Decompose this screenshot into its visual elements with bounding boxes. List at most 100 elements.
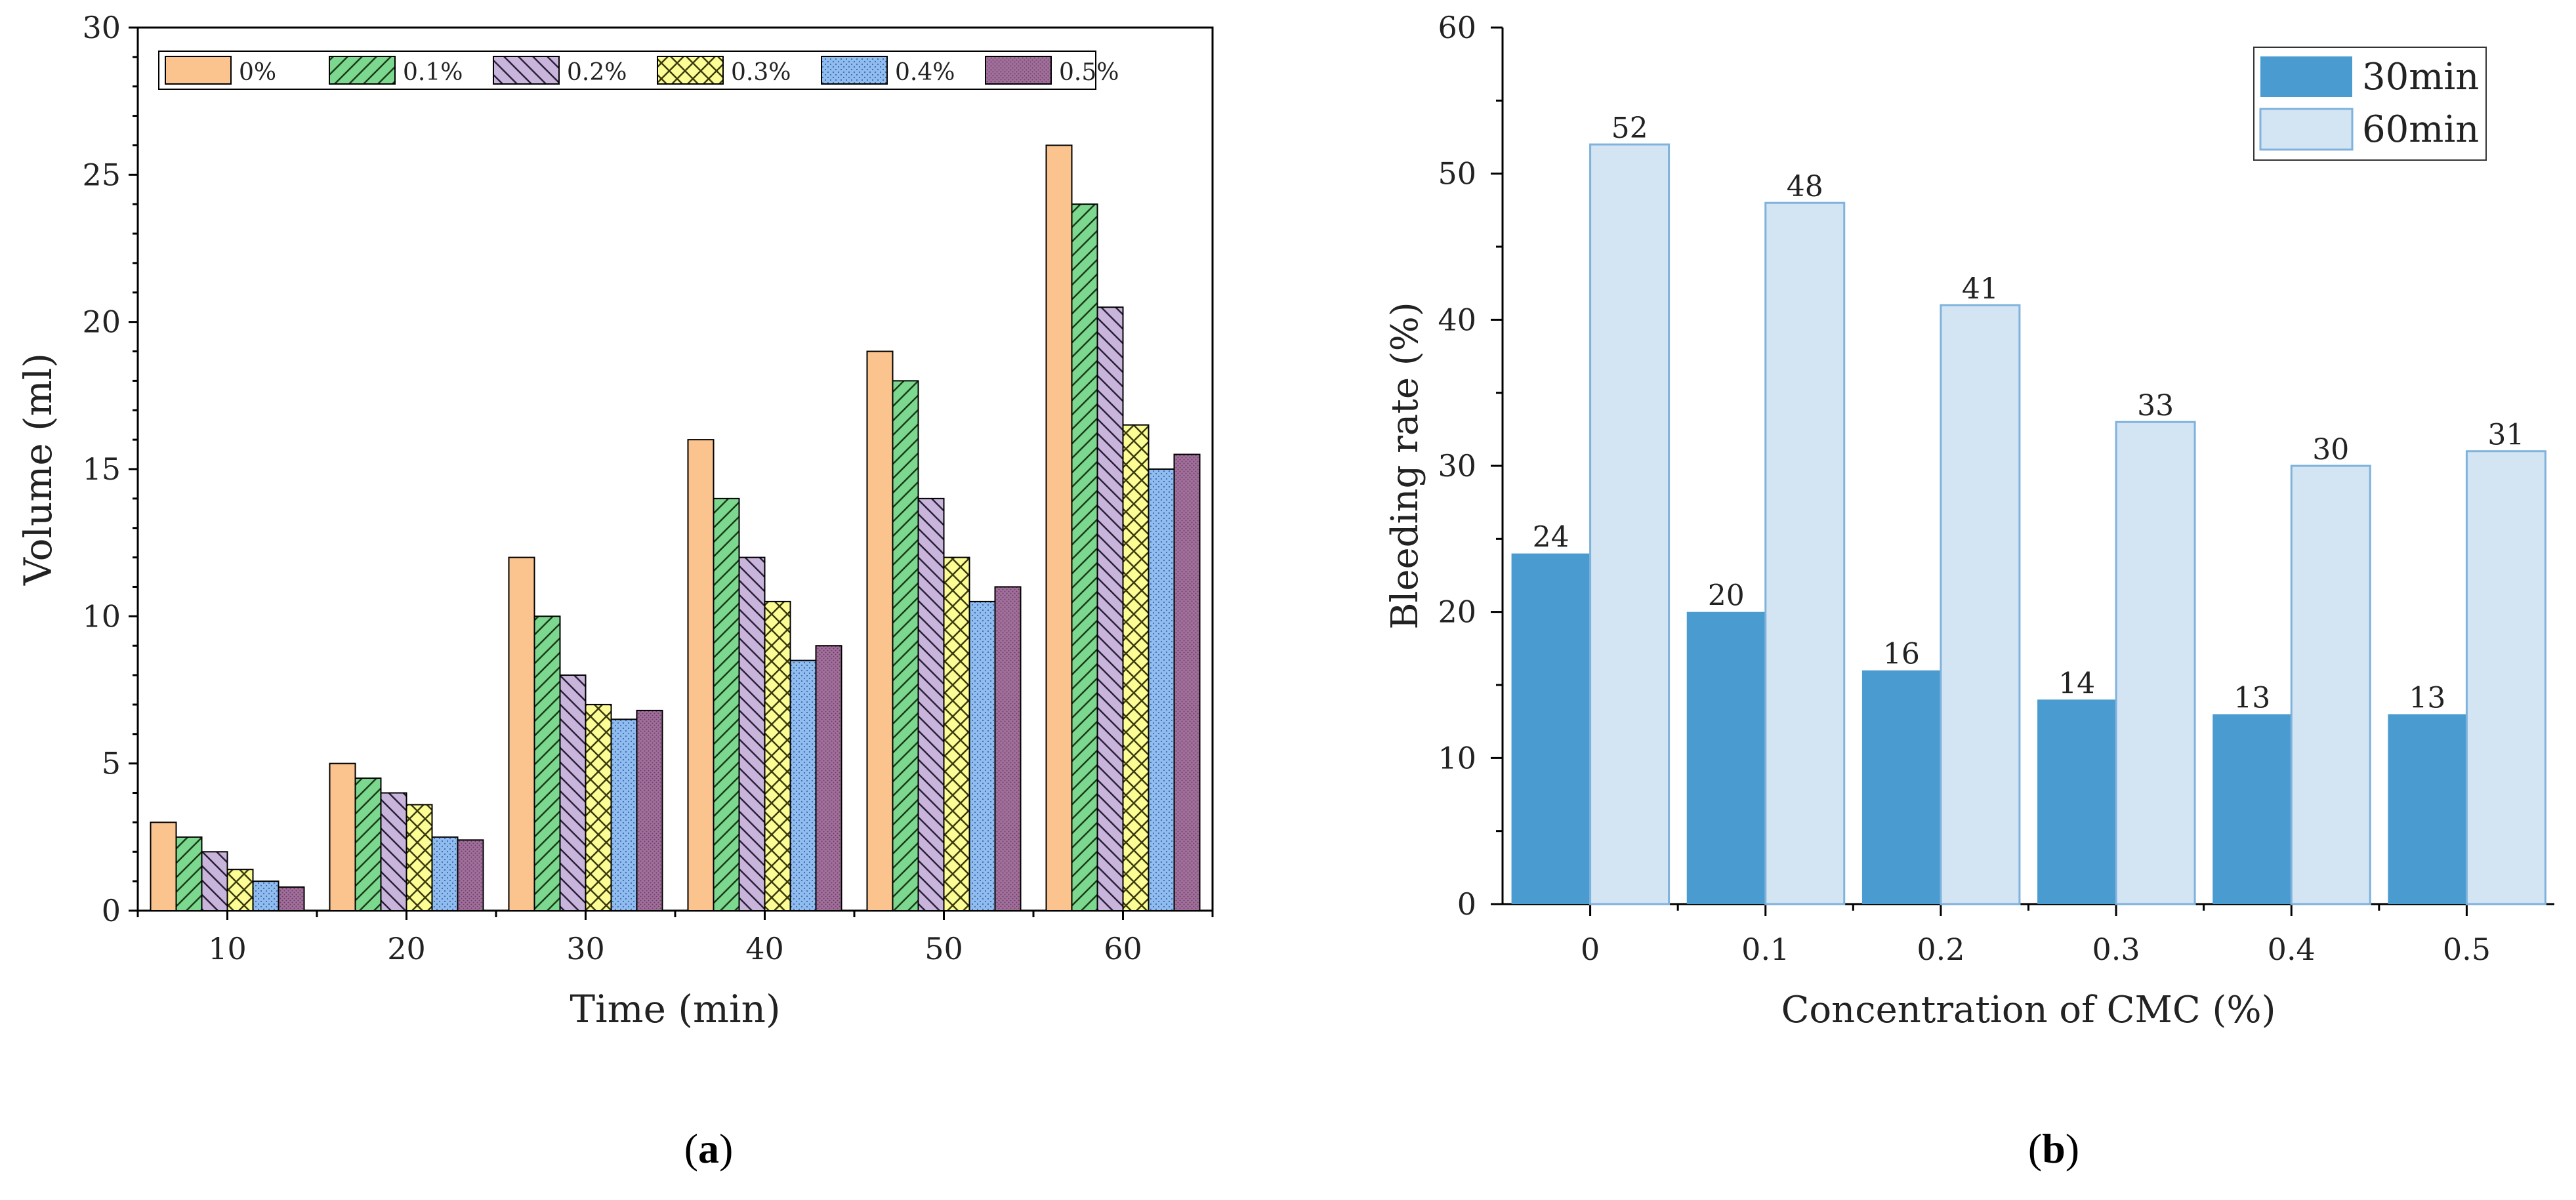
y-tick-label-b: 50 (1438, 156, 1476, 192)
bar-a (1045, 144, 1073, 911)
legend-label-b: 60min (2362, 108, 2479, 151)
bar-a (201, 851, 228, 912)
bar-a (1122, 424, 1150, 911)
x-axis-label-a: Time (min) (570, 987, 780, 1031)
bar-value-label-b: 13 (2409, 682, 2445, 715)
bar-a (994, 586, 1022, 911)
y-tick-label-b: 0 (1457, 886, 1476, 922)
bar-a (585, 703, 612, 912)
bar-value-label-b: 24 (1533, 521, 1569, 554)
bar-a (866, 350, 894, 911)
x-tick-label-a: 50 (924, 931, 963, 966)
legend-label-a: 0% (239, 59, 276, 86)
bar-a (892, 380, 919, 911)
bar-b (2465, 450, 2546, 905)
bar-b (1686, 611, 1766, 904)
legend-swatch-b (2260, 56, 2352, 97)
bar-value-label-b: 20 (1708, 579, 1745, 613)
legend-swatch-a (657, 56, 724, 85)
bar-a (508, 556, 535, 911)
x-tick-label-b: 0.2 (1917, 932, 1964, 967)
y-axis-label-b: Bleeding rate (%) (1384, 302, 1426, 629)
bar-a (1096, 306, 1124, 911)
bar-a (917, 497, 945, 911)
y-tick-label-b: 10 (1438, 740, 1476, 776)
panel-label-a: (a) (684, 1125, 734, 1172)
bar-a (1071, 203, 1098, 912)
bar-a (175, 836, 203, 912)
y-tick-label-a: 20 (82, 304, 121, 340)
bar-b (1511, 553, 1590, 904)
bar-value-label-b: 14 (2058, 667, 2095, 700)
bar-a (252, 880, 280, 911)
bar-a (559, 674, 587, 911)
y-tick-label-b: 40 (1438, 302, 1476, 337)
bar-a (533, 615, 561, 911)
bar-a (968, 600, 996, 912)
chart-a: 0 5 10 15 20 25 30 10 20 30 40 50 60 0% 0.1% 0.2% 0.3% 0.… (16, 10, 1214, 1031)
x-tick-label-b: 0.1 (1741, 932, 1789, 967)
x-tick-label-b: 0.3 (2092, 932, 2140, 967)
bar-a (636, 709, 663, 911)
x-tick-label-b: 0 (1581, 932, 1600, 967)
x-tick-label-a: 40 (745, 931, 784, 966)
bar-a (405, 804, 433, 911)
bar-a (764, 600, 791, 912)
x-tick-label-a: 20 (387, 931, 426, 966)
bar-a (354, 777, 382, 911)
legend-swatch-b (2259, 108, 2354, 151)
legend-swatch-a (821, 56, 888, 85)
bar-a (943, 556, 970, 911)
bar-a (1173, 453, 1201, 911)
bar-a (815, 645, 842, 911)
legend-swatch-a (165, 56, 232, 85)
bar-a (1148, 468, 1175, 911)
y-tick-label-a: 15 (82, 451, 121, 487)
bar-a (687, 439, 715, 911)
bar-a (278, 886, 305, 912)
legend-label-b: 30min (2362, 56, 2479, 98)
y-tick-label-b: 30 (1438, 448, 1476, 484)
bar-a (738, 556, 766, 911)
y-tick-label-b: 60 (1438, 10, 1476, 45)
bar-b (1589, 143, 1671, 905)
bar-a (610, 718, 638, 912)
y-tick-label-a: 0 (102, 893, 121, 928)
bar-value-label-b: 16 (1883, 638, 1920, 671)
bar-value-label-b: 41 (1962, 272, 1999, 306)
legend-label-a: 0.1% (403, 59, 463, 86)
bar-b (1764, 201, 1846, 905)
bar-a (329, 762, 356, 911)
bar-a (457, 839, 484, 911)
bar-b (1940, 304, 2021, 905)
legend-swatch-a (493, 56, 560, 85)
y-tick-label-a: 30 (82, 10, 121, 45)
bar-a (150, 821, 177, 912)
y-tick-label-b: 20 (1438, 594, 1476, 630)
bar-a (713, 497, 740, 911)
x-tick-label-a: 10 (208, 931, 247, 966)
y-tick-label-a: 5 (102, 746, 121, 781)
bar-value-label-b: 13 (2233, 682, 2270, 715)
bar-b (2115, 421, 2196, 905)
bar-value-label-b: 33 (2137, 389, 2174, 423)
x-axis-label-b: Concentration of CMC (%) (1781, 989, 2276, 1031)
legend-a (158, 51, 1096, 90)
chart-b: 0 10 20 30 40 50 60 0 0.1 0.2 0.3 0.4 0.5 24 20 16 14 13 1… (1384, 10, 2554, 1031)
bar-value-label-b: 31 (2487, 419, 2524, 452)
y-tick-label-a: 10 (82, 598, 121, 634)
legend-label-a: 0.3% (731, 59, 791, 86)
bar-a (380, 792, 407, 911)
x-tick-label-b: 0.4 (2268, 932, 2316, 967)
bar-b (2037, 699, 2117, 904)
y-tick-label-a: 25 (82, 157, 121, 192)
x-tick-label-b: 0.5 (2443, 932, 2491, 967)
legend-label-a: 0.5% (1059, 59, 1119, 86)
panel-label-b: (b) (2028, 1125, 2079, 1172)
legend-swatch-a (985, 56, 1052, 85)
bar-b (2212, 714, 2292, 904)
bar-a (226, 869, 254, 911)
bar-b (1861, 670, 1941, 904)
x-tick-label-a: 60 (1104, 931, 1142, 966)
